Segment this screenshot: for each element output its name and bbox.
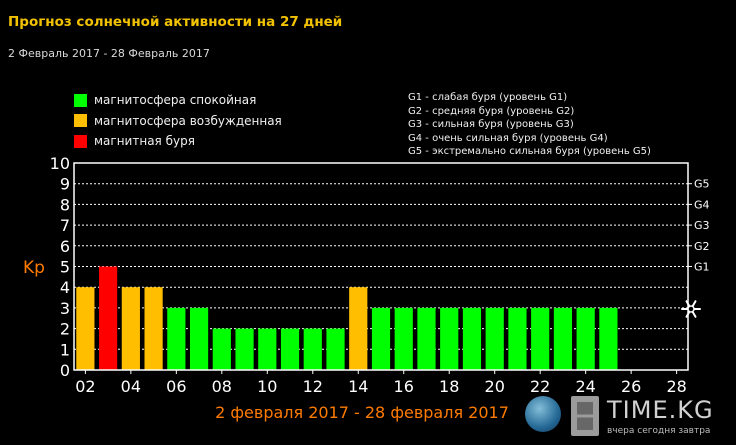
- x-tick-label: 04: [121, 377, 141, 396]
- bar-day-2: [76, 287, 95, 370]
- bar-day-5: [144, 287, 163, 370]
- bar-day-8: [212, 328, 231, 370]
- site-watermark: TIME.KG вчера сегодня завтра: [515, 390, 736, 445]
- bar-day-15: [371, 307, 391, 370]
- x-tick-label: 18: [439, 377, 459, 396]
- bar-day-11: [280, 328, 300, 370]
- bar-day-24: [576, 307, 595, 370]
- legend-label-storm: магнитная буря: [94, 134, 195, 149]
- x-tick-label: 26: [621, 377, 641, 396]
- y-tick-label: 5: [60, 258, 70, 277]
- bar-day-17: [417, 307, 436, 370]
- x-tick-label: 12: [303, 377, 323, 396]
- y-tick-label: 3: [60, 299, 70, 318]
- g-level-tick-label: G2: [694, 240, 710, 253]
- bar-day-14: [349, 287, 368, 370]
- y-tick-label: 4: [60, 278, 70, 297]
- y-tick-label: 7: [60, 216, 70, 235]
- snowflake-icon: [681, 300, 701, 318]
- storm-level-legend: G1 - слабая буря (уровень G1) G2 - средн…: [408, 91, 651, 159]
- y-tick-label: 10: [50, 154, 70, 173]
- bar-day-7: [189, 307, 209, 370]
- chart-title: Прогноз солнечной активности на 27 дней: [8, 14, 343, 30]
- bar-day-22: [531, 307, 550, 370]
- bar-day-16: [394, 307, 413, 370]
- watermark-tagline: вчера сегодня завтра: [607, 426, 711, 436]
- legend-label-excited: магнитосфера возбужденная: [94, 113, 282, 128]
- storm-level-g2: G2 - средняя буря (уровень G2): [408, 105, 575, 117]
- x-tick-label: 08: [212, 377, 232, 396]
- bar-day-19: [462, 307, 482, 370]
- legend-item-excited: магнитосфера возбужденная: [74, 111, 282, 132]
- x-tick-label: 28: [666, 377, 686, 396]
- legend-swatch-excited: [74, 114, 87, 128]
- bar-day-23: [553, 307, 573, 370]
- bar-day-10: [258, 328, 277, 370]
- y-axis-label: Kp: [23, 258, 45, 278]
- bar-day-4: [121, 287, 140, 370]
- legend-swatch-quiet: [74, 93, 87, 107]
- y-tick-label: 6: [60, 237, 70, 256]
- x-tick-label: 14: [348, 377, 368, 396]
- bar-day-20: [485, 307, 504, 370]
- hourglass-logo-icon: [571, 396, 599, 436]
- bar-day-3: [99, 266, 118, 370]
- g-level-tick-label: G1: [694, 261, 710, 274]
- g-level-tick-label: G3: [694, 219, 710, 232]
- bar-day-6: [167, 307, 186, 370]
- bar-day-21: [508, 307, 527, 370]
- x-tick-label: 06: [166, 377, 186, 396]
- legend-label-quiet: магнитосфера спокойная: [94, 93, 257, 108]
- x-tick-label: 10: [257, 377, 277, 396]
- g-level-tick-label: G5: [694, 178, 710, 191]
- storm-level-g1: G1 - слабая буря (уровень G1): [408, 92, 568, 103]
- x-axis-label: 2 февраля 2017 - 28 февраля 2017: [215, 403, 509, 422]
- storm-level-g4: G4 - очень сильная буря (уровень G4): [408, 132, 608, 144]
- legend-item-quiet: магнитосфера спокойная: [74, 90, 282, 111]
- globe-logo-icon: [525, 396, 561, 432]
- bar-day-18: [440, 307, 459, 370]
- legend-item-storm: магнитная буря: [74, 131, 282, 152]
- bar-day-13: [326, 328, 345, 370]
- color-legend: магнитосфера спокойная магнитосфера возб…: [74, 90, 282, 152]
- y-tick-label: 1: [60, 340, 70, 359]
- x-tick-label: 24: [575, 377, 595, 396]
- y-tick-label: 2: [60, 320, 70, 339]
- g-level-tick-label: G4: [694, 198, 710, 211]
- x-tick-label: 02: [75, 377, 95, 396]
- x-tick-label: 22: [530, 377, 550, 396]
- bar-day-12: [303, 328, 322, 370]
- plot-frame: [73, 162, 689, 371]
- chart-bars: [76, 266, 618, 370]
- x-tick-label: 20: [485, 377, 505, 396]
- bar-day-9: [235, 328, 254, 370]
- storm-level-g5: G5 - экстремально сильная буря (уровень …: [408, 146, 651, 157]
- storm-level-g3: G3 - сильная буря (уровень G3): [408, 119, 574, 130]
- x-tick-label: 16: [394, 377, 414, 396]
- date-range-subtitle: 2 Февраль 2017 - 28 Февраль 2017: [8, 47, 210, 60]
- y-tick-label: 8: [60, 195, 70, 214]
- y-tick-label: 0: [60, 361, 70, 380]
- chart-axes: [73, 162, 692, 374]
- y-tick-label: 9: [60, 175, 70, 194]
- watermark-brand: TIME.KG: [607, 396, 714, 424]
- bar-day-25: [599, 307, 618, 370]
- legend-swatch-storm: [74, 134, 87, 148]
